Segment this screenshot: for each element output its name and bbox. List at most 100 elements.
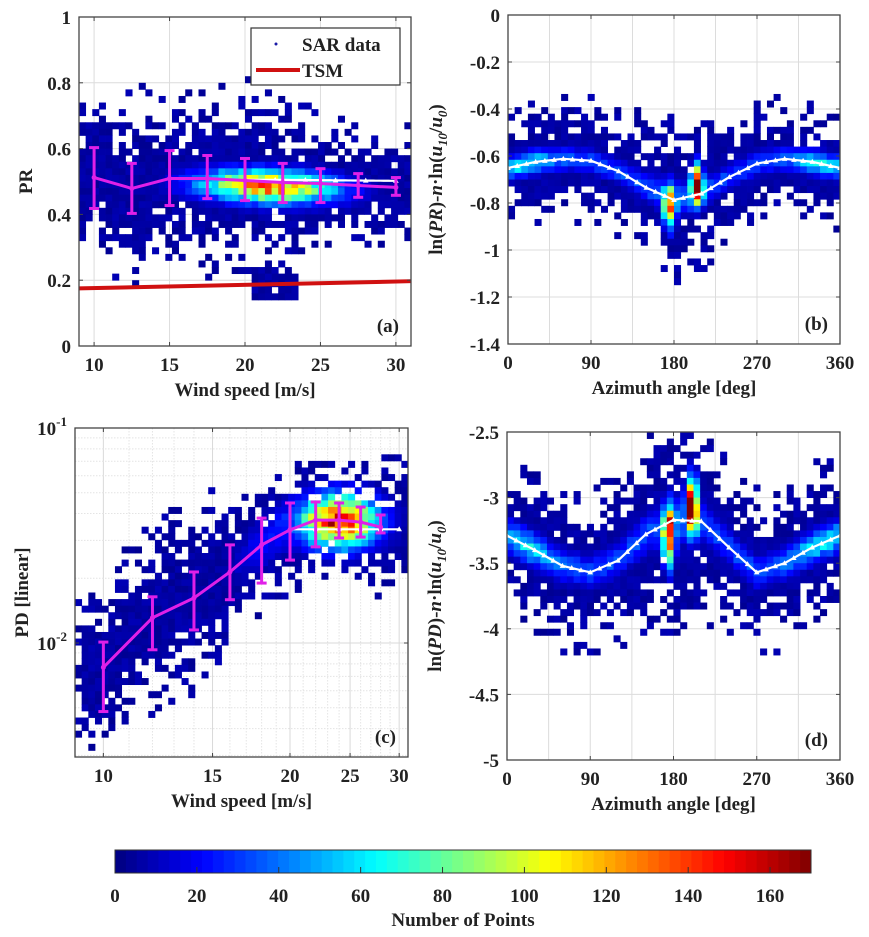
heatmap-cell <box>181 678 189 686</box>
heatmap-cell <box>291 148 299 156</box>
y-tick-label: 10-2 <box>37 629 67 655</box>
heatmap-cell <box>79 214 87 222</box>
heatmap-cell <box>294 553 302 560</box>
heatmap-cell <box>171 240 179 248</box>
heatmap-cell <box>780 550 788 558</box>
heatmap-cell <box>620 166 628 174</box>
heatmap-cell <box>520 563 528 571</box>
heatmap-cell <box>733 563 741 571</box>
heatmap-cell <box>773 530 781 538</box>
heatmap-cell <box>161 645 169 653</box>
heatmap-cell <box>680 602 688 610</box>
heatmap-cell <box>646 556 654 564</box>
heatmap-cell <box>85 194 93 202</box>
heatmap-cell <box>278 115 286 123</box>
heatmap-cell <box>114 579 123 587</box>
heatmap-cell <box>527 166 535 174</box>
heatmap-cell <box>587 166 595 174</box>
colorbar-frame <box>114 849 812 874</box>
heatmap-cell <box>268 520 276 528</box>
model-curve-marker <box>744 561 751 567</box>
heatmap-cell <box>680 497 688 505</box>
heatmap-cell <box>733 199 741 207</box>
heatmap-cell <box>786 126 794 134</box>
heatmap-cell <box>800 622 808 630</box>
heatmap-cell <box>646 536 654 544</box>
heatmap-cell <box>574 186 582 194</box>
heatmap-cell <box>145 161 153 169</box>
heatmap-cell <box>727 133 735 141</box>
heatmap-cell <box>145 122 153 130</box>
heatmap-cell <box>706 491 714 498</box>
heatmap-cell <box>318 148 326 156</box>
heatmap-cell <box>786 517 794 525</box>
heatmap-cell <box>674 133 682 141</box>
heatmap-cell <box>526 523 535 531</box>
heatmap-cell <box>328 493 336 501</box>
model-curve-marker <box>560 155 567 161</box>
heatmap-cell <box>114 645 123 653</box>
heatmap-cell <box>740 172 748 180</box>
heatmap-cell <box>746 523 754 531</box>
heatmap-cell <box>337 161 345 169</box>
colorbar-cell <box>441 850 453 873</box>
heatmap-cell <box>606 477 614 485</box>
colorbar-ticks: 0 20 40 60 80 100 120 140 160 <box>110 867 784 907</box>
heatmap-cell <box>713 497 721 505</box>
heatmap-cell <box>600 523 608 531</box>
heatmap-cell <box>726 504 734 512</box>
heatmap-cell <box>251 135 259 143</box>
heatmap-cell <box>344 194 352 202</box>
heatmap-cell <box>673 523 681 531</box>
model-curve-marker <box>643 184 650 190</box>
heatmap-cell <box>88 684 96 692</box>
heatmap-cell <box>101 730 109 738</box>
heatmap-cell <box>394 506 402 514</box>
heatmap-cell <box>833 172 840 180</box>
heatmap-cell <box>666 569 674 577</box>
heatmap-cell <box>284 194 292 202</box>
heatmap-cell <box>693 484 701 492</box>
heatmap-cell <box>747 166 755 174</box>
heatmap-cell <box>264 267 272 275</box>
heatmap-cell <box>626 517 634 525</box>
heatmap-cell <box>261 566 269 574</box>
heatmap-cell <box>381 559 389 567</box>
heatmap-cell <box>633 517 641 525</box>
heatmap-cell <box>527 186 535 194</box>
heatmap-cell <box>125 181 133 189</box>
heatmap-cell <box>291 214 299 222</box>
heatmap-cell <box>533 628 541 636</box>
heatmap-cell <box>587 153 595 161</box>
heatmap-cell <box>258 174 266 182</box>
heatmap-cell <box>128 599 136 607</box>
heatmap-cell <box>228 592 236 600</box>
heatmap-cell <box>574 140 582 147</box>
heatmap-cell <box>614 113 622 121</box>
heatmap-cell <box>633 556 641 564</box>
heatmap-cell <box>826 504 834 512</box>
heatmap-cell <box>308 559 316 567</box>
heatmap-cell <box>231 267 239 275</box>
heatmap-cell <box>773 556 781 564</box>
heatmap-cell <box>526 556 535 564</box>
heatmap-cell <box>132 135 140 143</box>
heatmap-cell <box>85 168 93 176</box>
heatmap-cell <box>79 181 87 189</box>
heatmap-cell <box>527 113 535 121</box>
heatmap-cell <box>205 201 213 209</box>
heatmap-cell <box>680 432 688 439</box>
heatmap-cell <box>154 605 162 613</box>
heatmap-cell <box>284 247 292 255</box>
heatmap-cell <box>660 120 668 128</box>
heatmap-cell <box>747 146 755 154</box>
heatmap-cell <box>680 464 688 472</box>
heatmap-cell <box>646 622 654 630</box>
heatmap-cell <box>245 148 253 156</box>
heatmap-cell <box>700 602 708 610</box>
x-tick-label: 360 <box>826 353 855 374</box>
heatmap-cell <box>626 563 634 571</box>
heatmap-cell <box>693 563 701 571</box>
heatmap-cell <box>381 474 389 482</box>
heatmap-cell <box>753 543 761 551</box>
